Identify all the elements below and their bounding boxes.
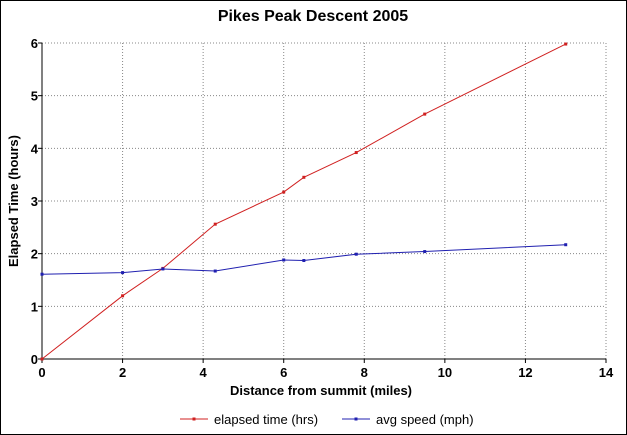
legend-swatch-marker [354, 417, 358, 421]
x-tick-label: 2 [119, 365, 126, 380]
data-point [354, 252, 358, 256]
x-tick-label: 4 [200, 365, 208, 380]
data-point [302, 175, 306, 179]
x-tick-label: 6 [280, 365, 287, 380]
y-axis-label: Elapsed Time (hours) [6, 135, 21, 267]
series-layer [40, 42, 568, 361]
legend-swatch-marker [192, 417, 196, 421]
y-tick-labels: 0 1 2 3 4 5 6 [31, 36, 39, 367]
y-tick-label: 4 [31, 141, 39, 156]
axes [38, 42, 607, 363]
y-tick-label: 3 [31, 194, 38, 209]
data-point [564, 42, 568, 46]
y-tick-label: 1 [31, 299, 38, 314]
legend: elapsed time (hrs) avg speed (mph) [180, 412, 474, 427]
x-tick-label: 8 [361, 365, 368, 380]
x-tick-label: 14 [599, 365, 614, 380]
data-point [40, 357, 44, 361]
x-tick-label: 12 [518, 365, 532, 380]
data-point [302, 259, 306, 263]
data-point [423, 112, 427, 116]
data-point [354, 151, 358, 155]
data-point [121, 271, 125, 275]
data-point [161, 267, 165, 271]
data-point [40, 272, 44, 276]
data-point [423, 250, 427, 254]
data-point [282, 190, 286, 194]
y-tick-label: 5 [31, 89, 38, 104]
chart-title: Pikes Peak Descent 2005 [218, 8, 408, 25]
grid-lines [42, 42, 607, 359]
y-tick-label: 6 [31, 36, 38, 51]
data-point [213, 222, 217, 226]
legend-label: avg speed (mph) [376, 412, 474, 427]
data-point [564, 243, 568, 247]
x-tick-label: 0 [38, 365, 45, 380]
data-point [121, 294, 125, 298]
y-tick-label: 2 [31, 247, 38, 262]
legend-label: elapsed time (hrs) [214, 412, 318, 427]
y-tick-label: 0 [31, 352, 38, 367]
x-tick-label: 10 [438, 365, 452, 380]
x-tick-labels: 0 2 4 6 8 10 12 14 [38, 365, 614, 380]
x-axis-label: Distance from summit (miles) [230, 383, 412, 398]
data-point [282, 258, 286, 262]
data-point [213, 269, 217, 273]
